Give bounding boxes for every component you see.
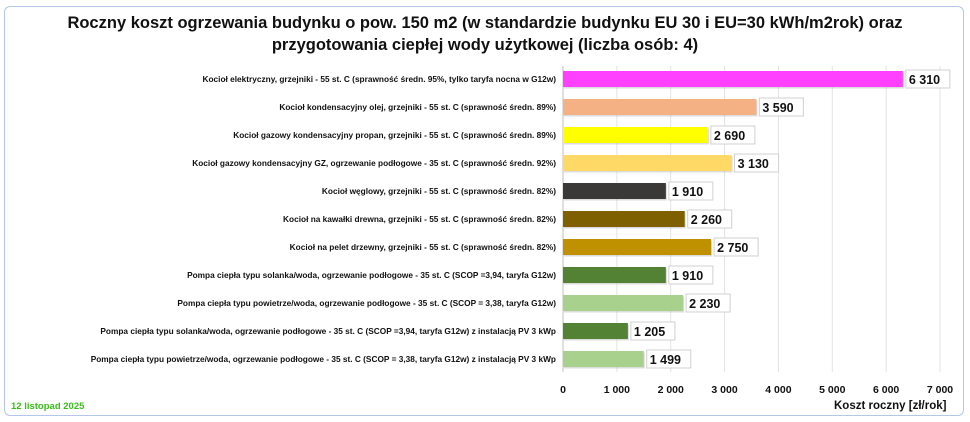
x-tick-label: 0 bbox=[560, 384, 566, 396]
category-label: Kocioł kondensacyjny olej, grzejniki - 5… bbox=[279, 102, 556, 112]
category-label: Kocioł elektryczny, grzejniki - 55 st. C… bbox=[202, 74, 556, 84]
x-tick-label: 6 000 bbox=[873, 384, 899, 396]
data-label: 2 750 bbox=[717, 241, 748, 255]
x-tick-label: 2 000 bbox=[658, 384, 684, 396]
data-label: 1 205 bbox=[634, 325, 665, 339]
bar bbox=[563, 127, 708, 143]
x-tick-label: 3 000 bbox=[711, 384, 737, 396]
data-label: 3 590 bbox=[762, 101, 793, 115]
data-label-box bbox=[710, 125, 756, 145]
data-label-box bbox=[713, 237, 759, 257]
bar bbox=[563, 267, 666, 283]
bar bbox=[563, 211, 685, 227]
category-label: Kocioł na pelet drzewny, grzejniki - 55 … bbox=[290, 242, 557, 252]
x-tick-label: 1 000 bbox=[604, 384, 630, 396]
title-line-2: przygotowania ciepłej wody użytkowej (li… bbox=[271, 36, 699, 54]
category-label: Kocioł gazowy kondensacyjny propan, grze… bbox=[233, 130, 556, 140]
data-label-box bbox=[630, 321, 676, 341]
data-label-box bbox=[734, 153, 780, 173]
category-label: Pompa ciepła typu powietrze/woda, ogrzew… bbox=[91, 354, 556, 364]
data-label: 2 230 bbox=[689, 297, 720, 311]
bar bbox=[563, 239, 712, 255]
bar bbox=[563, 99, 757, 115]
data-label-box bbox=[685, 293, 731, 313]
data-label: 1 499 bbox=[650, 353, 681, 367]
category-label: Pompa ciepła typu solanka/woda, ogrzewan… bbox=[187, 270, 556, 280]
bar bbox=[563, 71, 903, 87]
data-label-box bbox=[646, 349, 692, 369]
bar bbox=[563, 155, 732, 171]
data-label-box bbox=[905, 69, 951, 89]
data-label-box bbox=[668, 181, 714, 201]
category-label: Kocioł na kawałki drewna, grzejniki - 55… bbox=[283, 214, 556, 224]
category-label: Kocioł węglowy, grzejniki - 55 st. C (sp… bbox=[322, 186, 556, 196]
chart-title: Roczny koszt ogrzewania budynku o pow. 1… bbox=[0, 12, 970, 56]
data-label-box bbox=[687, 209, 733, 229]
bar bbox=[563, 295, 684, 311]
data-label: 1 910 bbox=[672, 185, 703, 199]
data-label: 2 260 bbox=[691, 213, 722, 227]
bar bbox=[563, 351, 644, 367]
data-label-box bbox=[668, 265, 714, 285]
bar bbox=[563, 323, 628, 339]
data-label: 2 690 bbox=[714, 129, 745, 143]
x-axis-label: Koszt roczny [zł/rok] bbox=[834, 400, 947, 412]
x-tick-label: 7 000 bbox=[927, 384, 953, 396]
data-label: 1 910 bbox=[672, 269, 703, 283]
x-tick-label: 5 000 bbox=[819, 384, 845, 396]
bar bbox=[563, 183, 666, 199]
data-label: 6 310 bbox=[909, 73, 940, 87]
category-label: Pompa ciepła typu powietrze/woda, ogrzew… bbox=[177, 298, 556, 308]
data-label: 3 130 bbox=[738, 157, 769, 171]
category-label: Kocioł gazowy kondensacyjny GZ, ogrzewan… bbox=[192, 158, 556, 168]
title-line-1: Roczny koszt ogrzewania budynku o pow. 1… bbox=[67, 14, 903, 32]
date-label: 12 listopad 2025 bbox=[11, 401, 85, 412]
data-label-box bbox=[758, 97, 804, 117]
category-label: Pompa ciepła typu solanka/woda, ogrzewan… bbox=[100, 326, 556, 336]
x-tick-label: 4 000 bbox=[765, 384, 791, 396]
